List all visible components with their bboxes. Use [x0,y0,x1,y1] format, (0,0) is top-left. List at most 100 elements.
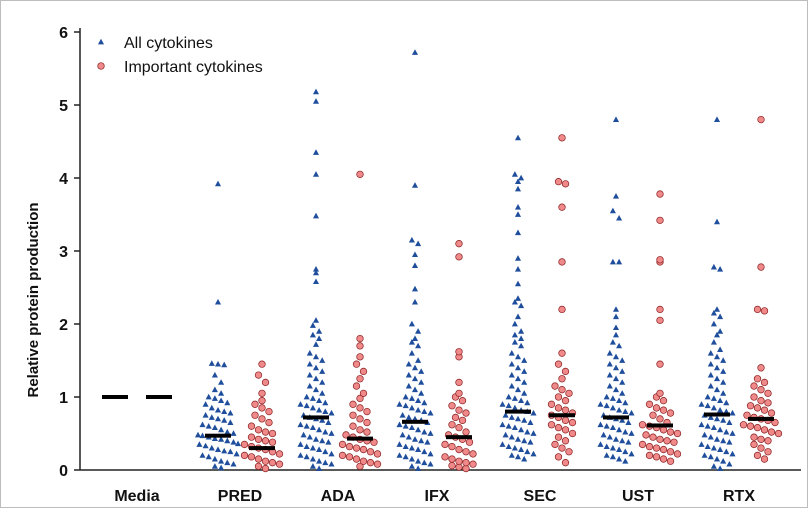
data-point-triangle [322,399,329,406]
data-point-triangle [511,320,518,327]
data-point-circle [659,445,668,454]
data-point-triangle [415,465,422,471]
data-point-triangle [325,439,332,445]
data-point-circle [554,433,563,441]
data-point-circle [247,453,256,461]
data-point-circle [757,444,765,452]
data-point-circle [268,429,277,438]
y-tick-label: 4 [59,171,68,188]
data-point-circle [363,407,371,416]
data-point-circle [652,453,661,461]
data-point-triangle [619,437,626,444]
data-point-triangle [306,433,313,440]
data-point-triangle [710,320,717,327]
data-point-triangle [502,412,509,418]
data-point-circle [558,134,566,142]
data-point-triangle [609,404,616,411]
data-point-triangle [514,415,522,422]
data-point-triangle [411,285,419,292]
data-point-triangle [415,458,422,464]
data-point-triangle [511,404,518,411]
data-point-circle [554,360,563,368]
data-point-triangle [411,49,419,55]
data-point-circle [652,404,661,412]
data-point-circle [356,394,364,403]
data-point-circle [561,437,570,445]
data-point-triangle [218,464,225,471]
data-point-triangle [514,436,522,442]
data-point-triangle [505,402,512,409]
data-point-triangle [508,452,515,458]
data-point-triangle [612,353,620,360]
data-point-triangle [408,404,415,411]
data-point-circle [258,404,266,412]
data-point-triangle [609,444,616,451]
data-point-triangle [729,409,736,416]
data-point-triangle [518,335,525,341]
data-point-triangle [399,412,406,418]
data-point-triangle [612,436,620,442]
data-point-triangle [205,423,212,429]
data-point-triangle [322,459,329,466]
data-point-triangle [312,375,320,382]
data-point-triangle [214,415,222,422]
data-point-circle [356,375,364,383]
data-point-triangle [710,263,717,270]
data-point-triangle [421,448,428,455]
data-point-triangle [227,409,234,416]
data-point-circle [757,364,765,372]
data-point-circle [448,402,456,410]
data-point-triangle [505,443,512,450]
data-point-triangle [309,455,316,462]
median-bar [549,413,575,418]
data-point-circle [258,389,266,398]
data-point-triangle [408,320,415,327]
data-point-triangle [511,171,518,177]
data-point-triangle [319,417,326,423]
data-point-triangle [202,412,209,418]
data-point-triangle [713,353,721,360]
data-point-circle [649,433,657,441]
data-point-triangle [227,419,234,425]
data-point-triangle [312,317,320,323]
data-point-triangle [518,446,525,452]
data-point-triangle [325,419,332,425]
data-point-triangle [211,386,218,393]
data-point-triangle [603,402,610,409]
data-point-triangle [227,448,234,455]
data-point-triangle [530,430,537,436]
data-point-circle [666,428,675,436]
data-point-circle [265,407,273,416]
data-point-triangle [319,437,326,444]
data-point-triangle [609,424,616,431]
data-point-triangle [521,455,528,462]
data-point-triangle [415,426,422,433]
data-point-triangle [720,379,727,385]
data-point-circle [373,450,382,458]
data-point-triangle [405,360,412,367]
median-bar [303,415,329,420]
data-point-circle [240,440,249,449]
data-point-triangle [606,360,613,367]
data-point-circle [349,411,357,419]
data-point-triangle [303,393,310,400]
data-point-triangle [514,211,522,217]
median-bar [402,419,428,424]
data-point-triangle [505,393,512,400]
data-point-circle [767,428,776,436]
data-point-triangle [619,417,626,423]
data-point-triangle [600,431,607,438]
data-point-triangle [518,302,525,309]
data-point-triangle [405,382,412,389]
data-point-triangle [521,417,528,423]
data-point-circle [645,442,654,451]
data-point-triangle [408,424,415,431]
x-tick-label: UST [622,488,654,505]
data-point-triangle [628,430,635,436]
data-point-triangle [319,357,326,363]
data-point-triangle [606,371,613,378]
data-point-circle [356,342,364,350]
data-point-triangle [405,414,412,420]
data-point-triangle [720,417,727,423]
data-point-triangle [717,266,724,272]
